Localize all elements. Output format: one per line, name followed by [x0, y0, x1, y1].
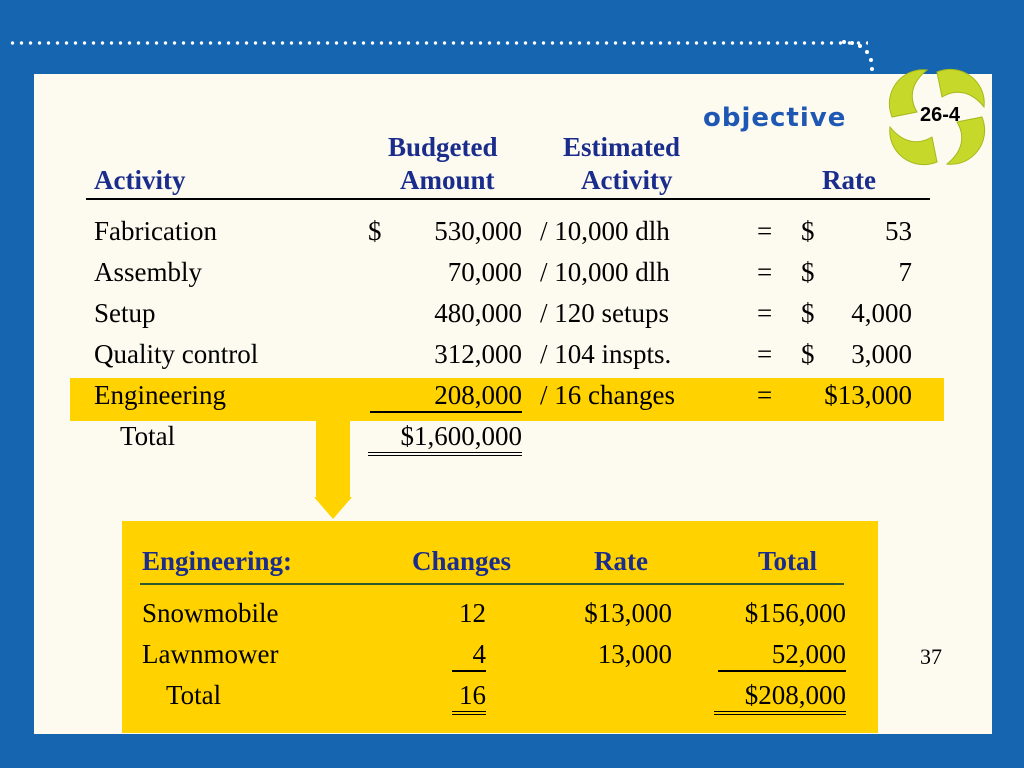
row-activity: Engineering — [94, 380, 226, 410]
row-rate-dollar: $ — [801, 216, 815, 246]
header-rule — [86, 198, 930, 200]
objective-number: 26-4 — [920, 104, 961, 126]
row-rate: $13,000 — [824, 380, 912, 410]
row-equals: = — [757, 216, 773, 246]
header-rate: Rate — [822, 165, 876, 195]
row-estimated: / 10,000 dlh — [540, 257, 670, 287]
pinwheel-logo-icon — [888, 68, 986, 166]
header-amount: Amount — [400, 165, 495, 195]
row-amount: 208,000 — [370, 379, 522, 413]
t2-row-changes: 12 — [459, 598, 486, 628]
page-number: 37 — [920, 644, 942, 669]
row-estimated: / 16 changes — [540, 380, 675, 410]
row-amount: 480,000 — [434, 298, 522, 328]
engineering-allocation-box — [122, 521, 878, 733]
connector-arrow-icon — [314, 497, 352, 519]
t2-header-label: Engineering: — [142, 546, 293, 576]
t2-row-rate: $13,000 — [584, 598, 672, 628]
t2-total-amount: $208,000 — [714, 679, 846, 715]
row-rate-dollar: $ — [801, 339, 815, 369]
row-activity: Assembly — [94, 257, 202, 287]
row-amount: 312,000 — [434, 339, 522, 369]
objective-label: objective — [703, 103, 847, 133]
row-activity: Setup — [94, 298, 156, 328]
row-equals: = — [757, 339, 773, 369]
row-amount: 70,000 — [447, 257, 522, 287]
row-activity: Quality control — [94, 339, 259, 369]
row-equals: = — [757, 257, 773, 287]
header-estimated: Estimated — [563, 132, 680, 162]
t2-row-changes: 4 — [452, 638, 486, 672]
connector-stem — [316, 420, 350, 500]
total-label: Total — [120, 421, 176, 451]
t2-total-label: Total — [166, 680, 222, 710]
row-rate: 7 — [898, 257, 913, 287]
t2-row-product: Lawnmower — [142, 639, 279, 669]
t2-header-rate: Rate — [594, 546, 648, 576]
row-rate: 4,000 — [851, 298, 912, 328]
header-activity: Activity — [94, 165, 186, 195]
row-estimated: / 10,000 dlh — [540, 216, 670, 246]
header-activity2: Activity — [581, 165, 673, 195]
row-equals: = — [757, 298, 773, 328]
t2-row-total: 52,000 — [718, 638, 846, 672]
row-activity: Fabrication — [94, 216, 217, 246]
dotted-border-decoration — [8, 40, 868, 46]
t2-row-product: Snowmobile — [142, 598, 279, 628]
t2-row-rate: 13,000 — [597, 639, 672, 669]
header-budgeted: Budgeted — [388, 132, 498, 162]
row-estimated: / 104 inspts. — [540, 339, 672, 369]
row-dollar: $ — [368, 216, 382, 246]
engineering-highlight — [70, 378, 944, 421]
row-rate-dollar: $ — [801, 298, 815, 328]
t2-header-rule — [140, 583, 844, 585]
row-rate: 3,000 — [851, 339, 912, 369]
t2-total-changes: 16 — [452, 679, 486, 715]
row-rate: 53 — [885, 216, 912, 246]
row-equals: = — [757, 380, 773, 410]
total-amount: $1,600,000 — [368, 420, 522, 456]
row-rate-dollar: $ — [801, 257, 815, 287]
t2-header-total: Total — [758, 546, 818, 576]
row-amount: 530,000 — [434, 216, 522, 246]
row-estimated: / 120 setups — [540, 298, 670, 328]
t2-header-changes: Changes — [412, 546, 512, 576]
t2-row-total: $156,000 — [744, 598, 846, 628]
